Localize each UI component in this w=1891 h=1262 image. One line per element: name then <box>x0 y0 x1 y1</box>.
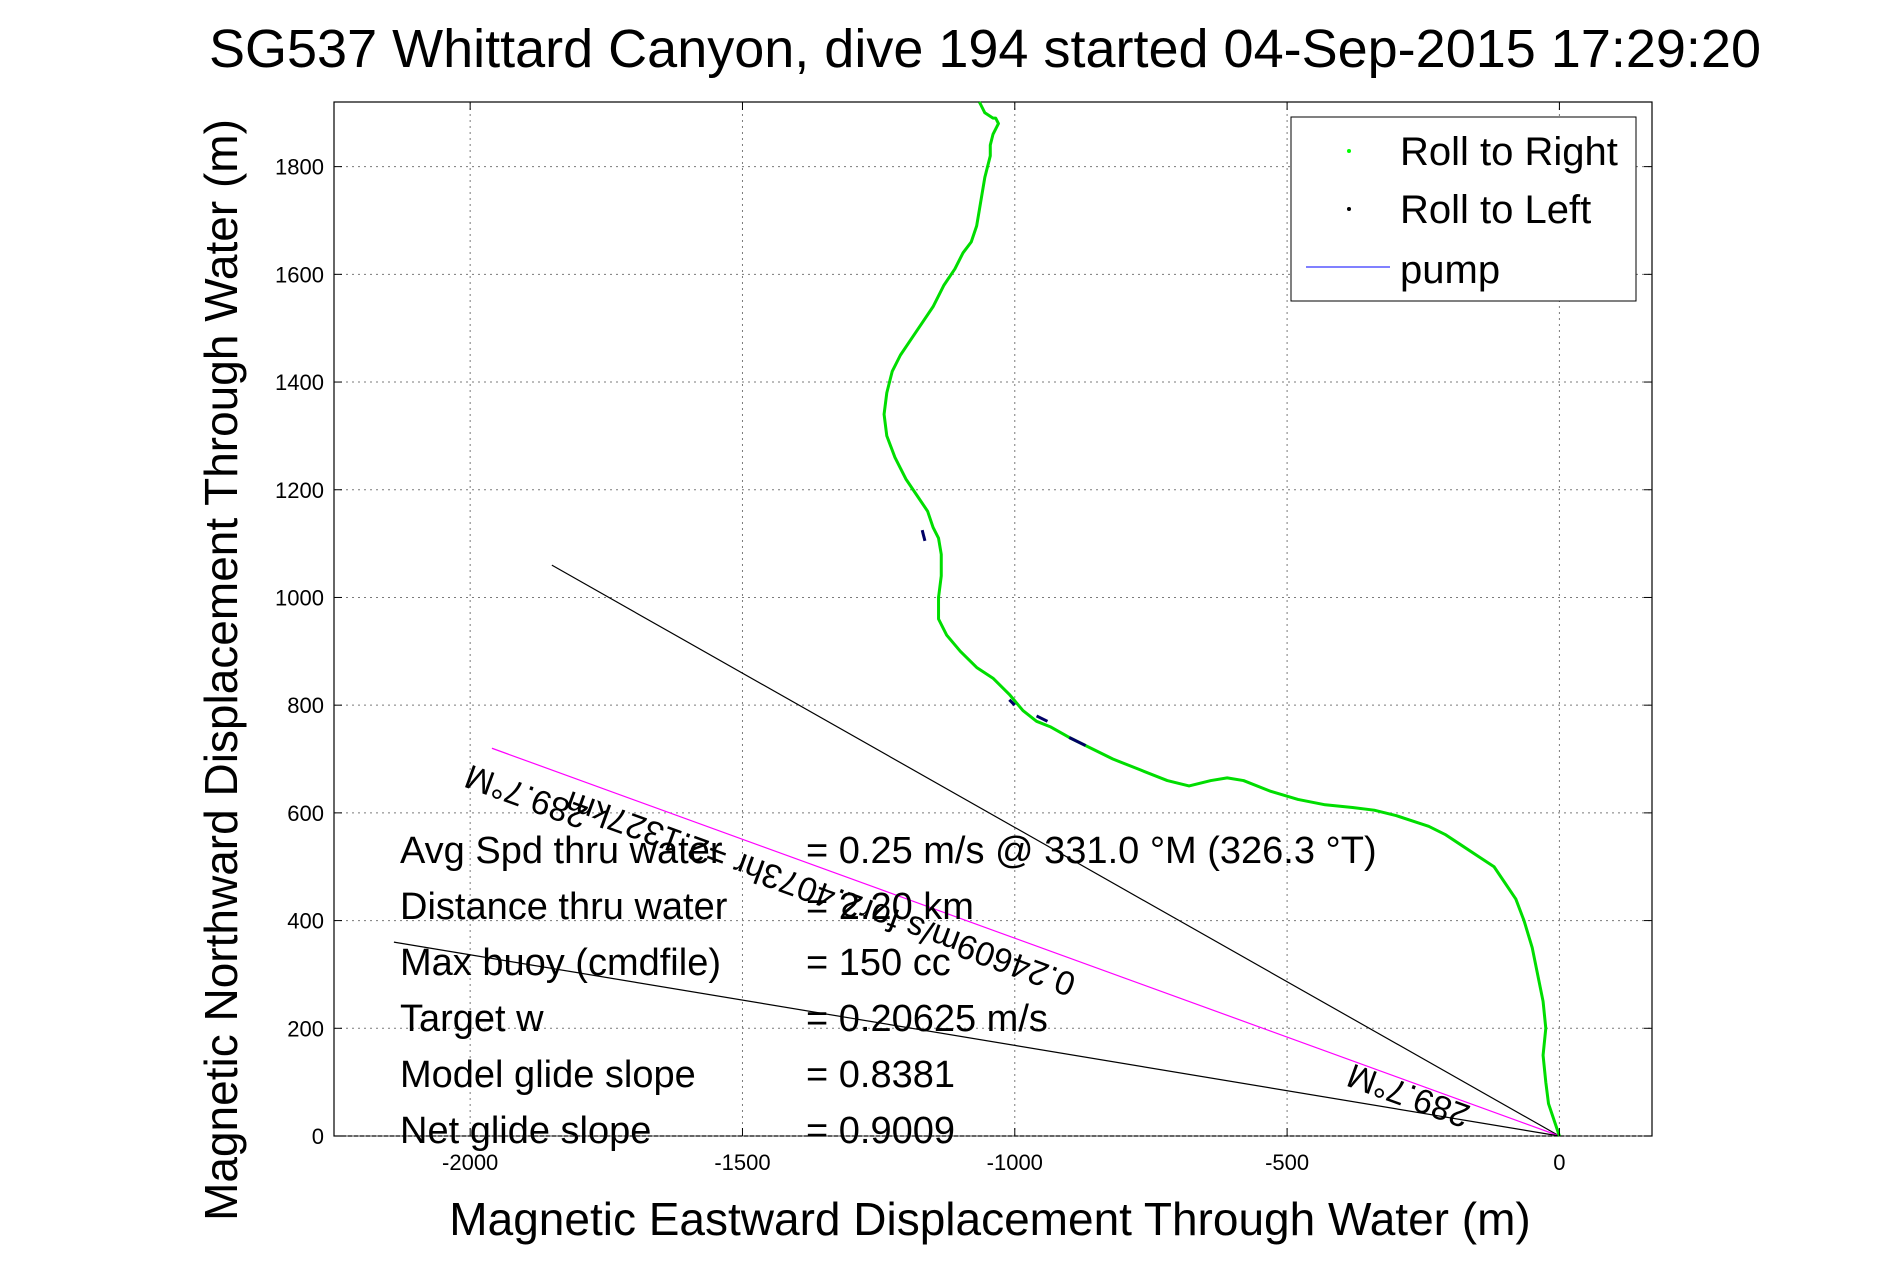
roll-left-segment <box>920 529 927 542</box>
y-tick-label: 600 <box>287 801 324 826</box>
stat-label: Avg Spd thru water <box>400 830 723 872</box>
legend-label-pump: pump <box>1400 248 1500 292</box>
y-tick-label: 400 <box>287 909 324 934</box>
x-tick-label: -1000 <box>987 1150 1043 1175</box>
reference-line <box>491 747 1560 1137</box>
x-tick-label: -500 <box>1265 1150 1309 1175</box>
legend: Roll to Right Roll to Left pump <box>1290 116 1637 302</box>
legend-box <box>1290 116 1637 302</box>
reference-line <box>393 941 1560 1137</box>
y-tick-label: 800 <box>287 693 324 718</box>
stat-label: Target w <box>400 998 544 1040</box>
roll-left-segment <box>1068 736 1087 747</box>
chart-title: SG537 Whittard Canyon, dive 194 started … <box>209 19 1761 79</box>
stat-value: = 0.20625 m/s <box>806 998 1048 1040</box>
x-tick-label: -2000 <box>442 1150 498 1175</box>
reference-lines <box>393 564 1560 1137</box>
legend-marker-roll-left <box>1347 207 1351 211</box>
stat-value: = 0.9009 <box>806 1110 955 1152</box>
stat-value: = 0.8381 <box>806 1054 955 1096</box>
y-tick-label: 1000 <box>275 585 324 610</box>
stat-label: Max buoy (cmdfile) <box>400 942 721 984</box>
y-tick-label: 1200 <box>275 478 324 503</box>
trajectory-series <box>882 101 1561 1137</box>
y-tick-label: 0 <box>312 1124 324 1149</box>
y-tick-label: 1800 <box>275 155 324 180</box>
stat-label: Distance thru water <box>400 886 728 928</box>
y-tick-label: 1600 <box>275 262 324 287</box>
x-tick-label: 0 <box>1553 1150 1565 1175</box>
y-tick-label: 1400 <box>275 370 324 395</box>
roll-right-track <box>882 101 1561 1137</box>
y-axis-label: Magnetic Northward Displacement Through … <box>195 119 247 1221</box>
y-tick-label: 200 <box>287 1016 324 1041</box>
stat-value: = 2.20 km <box>806 886 974 928</box>
x-axis-label: Magnetic Eastward Displacement Through W… <box>449 1193 1530 1245</box>
legend-label-roll-right: Roll to Right <box>1400 130 1618 174</box>
roll-left-segment <box>1035 714 1049 723</box>
axis-ticks: -2000 -1500 -1000 -500 0 0 200 400 600 800 1000 120… <box>275 102 1652 1175</box>
legend-label-roll-left: Roll to Left <box>1400 188 1591 232</box>
legend-marker-roll-right <box>1347 149 1351 153</box>
stat-value: = 150 cc <box>806 942 951 984</box>
reference-line <box>551 564 1560 1137</box>
stat-value: = 0.25 m/s @ 331.0 °M (326.3 °T) <box>806 830 1377 872</box>
stats-block: Avg Spd thru water = 0.25 m/s @ 331.0 °M … <box>400 830 1377 1152</box>
roll-left-segment <box>1008 698 1016 707</box>
stat-label: Model glide slope <box>400 1054 696 1096</box>
x-tick-label: -1500 <box>714 1150 770 1175</box>
stat-label: Net glide slope <box>400 1110 651 1152</box>
